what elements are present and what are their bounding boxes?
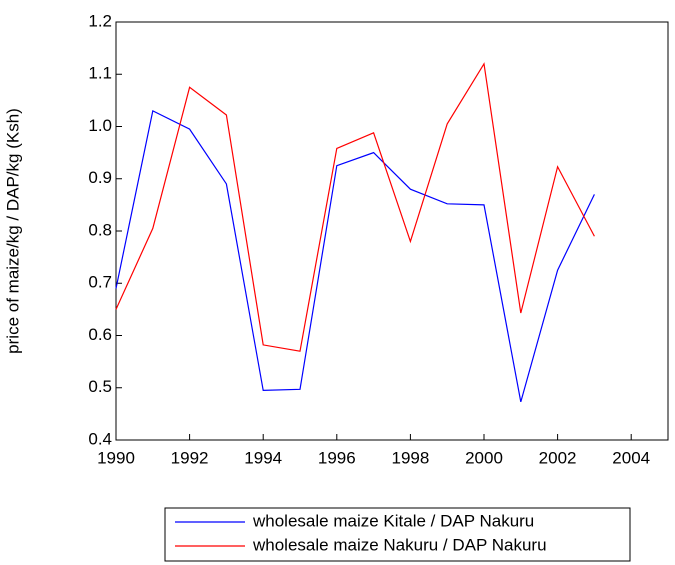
y-tick-label: 1.1 (88, 64, 112, 83)
legend-box (164, 507, 631, 562)
x-tick-label: 1996 (318, 448, 356, 467)
y-tick-label: 0.9 (88, 168, 112, 187)
y-axis-label: price of maize/kg / DAP/kg (Ksh) (3, 108, 22, 354)
y-tick-label: 1.2 (88, 11, 112, 30)
series-line (115, 109, 595, 403)
x-tick-label: 2002 (539, 448, 577, 467)
x-tick-label: 1990 (97, 448, 135, 467)
y-tick-label: 0.4 (88, 429, 112, 448)
legend-label: wholesale maize Nakuru / DAP Nakuru (252, 535, 547, 554)
plot-frame (115, 21, 669, 441)
y-tick-label: 0.7 (88, 273, 112, 292)
y-tick-label: 0.6 (88, 325, 112, 344)
y-tick-label: 0.5 (88, 377, 112, 396)
y-tick-label: 0.8 (88, 220, 112, 239)
x-tick-label: 1994 (244, 448, 282, 467)
x-tick-label: 2000 (465, 448, 503, 467)
x-tick-label: 2004 (612, 448, 650, 467)
x-tick-label: 1992 (171, 448, 209, 467)
series-line (115, 62, 595, 352)
x-tick-label: 1998 (391, 448, 429, 467)
y-tick-label: 1.0 (88, 116, 112, 135)
legend-label: wholesale maize Kitale / DAP Nakuru (252, 511, 534, 530)
